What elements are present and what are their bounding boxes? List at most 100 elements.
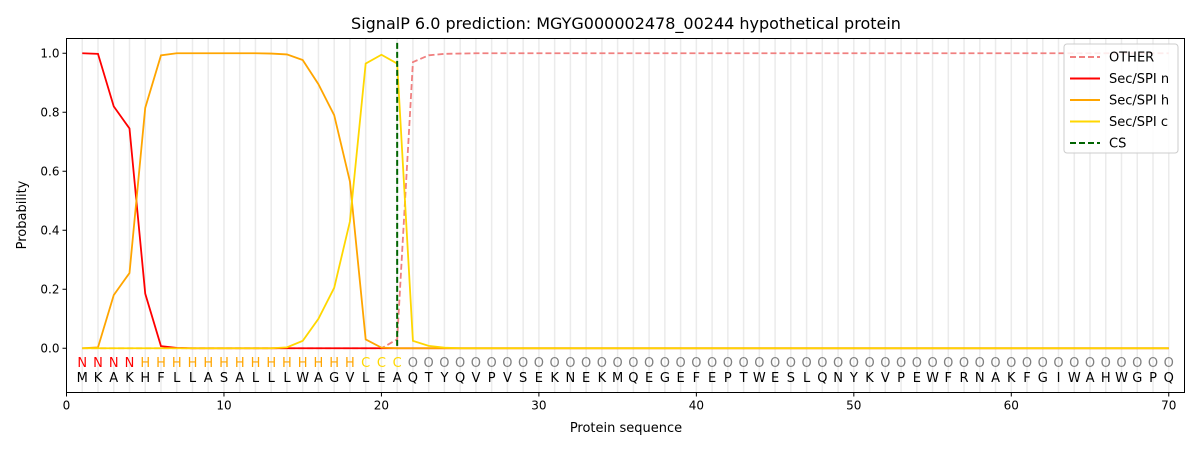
region-label: H	[172, 356, 182, 371]
region-label: O	[1022, 356, 1032, 371]
region-label: O	[1132, 356, 1142, 371]
protein-sequence: MKAKHFLLASALLLWAGVLEAQTYQVPVSEKNEKMQEGEF…	[77, 371, 1174, 386]
region-label: O	[691, 356, 701, 371]
region-label: O	[880, 356, 890, 371]
region-label: O	[849, 356, 859, 371]
region-label: O	[644, 356, 654, 371]
region-label: O	[990, 356, 1000, 371]
axes: 0 10 20 30 40 50 60 70 0.0 0.2 0.4 0.6 0.8 1.0	[40, 46, 1176, 412]
y-tick-label: 0.0	[40, 341, 59, 355]
region-label: C	[393, 356, 402, 371]
region-label: O	[1085, 356, 1095, 371]
legend: OTHER Sec/SPI n Sec/SPI h Sec/SPI c CS	[1063, 43, 1179, 154]
region-label: O	[408, 356, 418, 371]
region-label: O	[502, 356, 512, 371]
region-label: O	[943, 356, 953, 371]
region-label: O	[975, 356, 985, 371]
region-label: H	[203, 356, 213, 371]
y-axis-label: Probability	[15, 180, 30, 249]
legend-entry: CS	[1109, 137, 1126, 152]
legend-box	[1063, 43, 1179, 154]
y-tick-label: 0.6	[40, 164, 59, 178]
region-label: O	[1164, 356, 1174, 371]
region-label: O	[439, 356, 449, 371]
series-sec-spi-h	[82, 52, 1169, 350]
region-label: O	[1101, 356, 1111, 371]
region-label: H	[188, 356, 198, 371]
region-label: O	[1053, 356, 1063, 371]
region-label: N	[109, 356, 119, 371]
chart-title: SignalP 6.0 prediction: MGYG000002478_00…	[351, 14, 901, 34]
x-tick-label: 30	[531, 399, 546, 413]
region-label: O	[1038, 356, 1048, 371]
region-label: O	[613, 356, 623, 371]
x-tick-label: 40	[689, 399, 704, 413]
region-label: N	[77, 356, 87, 371]
region-label: O	[738, 356, 748, 371]
x-tick-label: 0	[63, 399, 71, 413]
legend-entry: Sec/SPI c	[1109, 115, 1168, 130]
y-tick-label: 0.4	[40, 223, 59, 237]
y-tick-label: 0.8	[40, 105, 59, 119]
region-label: N	[93, 356, 103, 371]
plot-frame	[66, 38, 1185, 393]
region-label: O	[801, 356, 811, 371]
region-label: O	[833, 356, 843, 371]
x-tick-label: 70	[1161, 399, 1176, 413]
region-label: O	[707, 356, 717, 371]
region-label: H	[266, 356, 276, 371]
region-label: O	[1006, 356, 1016, 371]
legend-entry: OTHER	[1109, 51, 1154, 66]
region-label: O	[817, 356, 827, 371]
x-axis-label: Protein sequence	[570, 421, 682, 436]
region-label: O	[959, 356, 969, 371]
region-label: O	[471, 356, 481, 371]
region-label: O	[660, 356, 670, 371]
region-label: O	[534, 356, 544, 371]
region-label: O	[597, 356, 607, 371]
region-label: O	[550, 356, 560, 371]
region-label: O	[565, 356, 575, 371]
region-label: O	[675, 356, 685, 371]
region-label: H	[140, 356, 150, 371]
region-label: H	[298, 356, 308, 371]
region-label: H	[282, 356, 292, 371]
region-label: O	[770, 356, 780, 371]
region-label: O	[628, 356, 638, 371]
region-label: C	[361, 356, 370, 371]
region-label: H	[156, 356, 166, 371]
x-tick-label: 60	[1004, 399, 1019, 413]
region-label: O	[786, 356, 796, 371]
region-label: H	[345, 356, 355, 371]
legend-entry: Sec/SPI h	[1109, 94, 1169, 109]
region-label: O	[864, 356, 874, 371]
region-label: H	[219, 356, 229, 371]
y-tick-label: 1.0	[40, 46, 59, 60]
region-label: O	[1148, 356, 1158, 371]
region-label: O	[455, 356, 465, 371]
series-sec-spi-n	[82, 52, 1169, 350]
region-label: O	[723, 356, 733, 371]
region-label: O	[896, 356, 906, 371]
region-label: O	[754, 356, 764, 371]
series-other	[82, 52, 1169, 350]
grid-lines	[81, 38, 1170, 393]
x-tick-label: 50	[846, 399, 861, 413]
region-label: O	[581, 356, 591, 371]
x-tick-label: 10	[216, 399, 231, 413]
region-label: H	[329, 356, 339, 371]
region-label: H	[251, 356, 261, 371]
region-label: C	[377, 356, 386, 371]
region-label: H	[314, 356, 324, 371]
region-label: O	[487, 356, 497, 371]
legend-entry: Sec/SPI n	[1109, 72, 1169, 87]
region-label: O	[518, 356, 528, 371]
region-label: O	[912, 356, 922, 371]
region-label: O	[927, 356, 937, 371]
y-tick-label: 0.2	[40, 282, 59, 296]
region-label: H	[235, 356, 245, 371]
region-label: N	[125, 356, 135, 371]
region-label: O	[1069, 356, 1079, 371]
